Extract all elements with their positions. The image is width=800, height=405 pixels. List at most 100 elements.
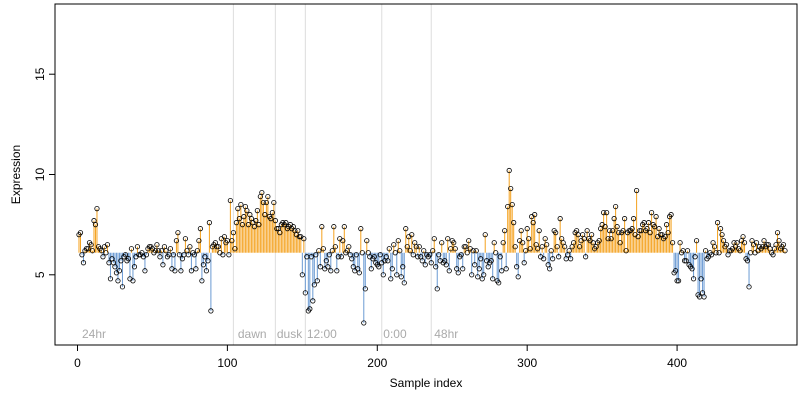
data-point [356, 270, 362, 276]
data-point [160, 262, 166, 268]
data-point [445, 236, 451, 242]
data-point [131, 264, 138, 270]
data-point [548, 248, 554, 254]
data-point [439, 240, 445, 246]
x-axis: 0 100 200 300 400 [74, 344, 687, 370]
data-point [380, 272, 386, 278]
data-point [530, 220, 536, 226]
data-point [607, 228, 613, 234]
data-point [608, 236, 614, 242]
data-point [188, 268, 195, 274]
data-point [711, 244, 718, 250]
data-point [481, 272, 487, 278]
data-point [262, 212, 268, 218]
data-point [634, 187, 640, 194]
data-point [761, 238, 767, 244]
data-point [118, 258, 124, 264]
data-point [410, 252, 416, 258]
data-point [200, 262, 206, 268]
data-point [329, 248, 335, 254]
data-point [277, 230, 283, 236]
data-point [692, 254, 698, 260]
data-point [245, 222, 251, 228]
data-point [554, 244, 560, 250]
data-point [662, 234, 668, 240]
data-point [698, 276, 704, 282]
data-point [395, 238, 401, 244]
data-point [434, 286, 440, 292]
y-tick-label: 15 [33, 67, 47, 81]
data-point [320, 246, 326, 252]
data-point [651, 224, 658, 230]
data-point [620, 228, 626, 234]
data-point [157, 254, 163, 260]
data-point [125, 256, 132, 262]
data-point [764, 242, 770, 248]
x-tick-label: 100 [217, 356, 237, 370]
data-point [622, 216, 628, 222]
data-point [511, 220, 517, 226]
data-point [415, 254, 421, 260]
data-point [571, 240, 577, 246]
data-point [427, 252, 433, 258]
data-point [644, 226, 650, 232]
data-point [452, 246, 458, 252]
data-point [268, 216, 274, 222]
data-point [112, 264, 118, 270]
annotation-label: 12:00 [307, 327, 337, 341]
data-point [508, 185, 514, 192]
data-point [88, 242, 94, 248]
data-point [311, 282, 317, 288]
data-point [202, 254, 208, 260]
data-point [419, 258, 425, 264]
data-point [602, 224, 608, 230]
data-point [648, 210, 655, 216]
data-point [404, 244, 410, 250]
data-point [734, 240, 740, 246]
data-point [780, 242, 787, 248]
data-point [220, 252, 226, 258]
data-point [310, 298, 316, 304]
data-point [263, 199, 269, 206]
annotation-label: dawn [238, 327, 267, 341]
data-point [668, 212, 674, 218]
data-point [708, 252, 715, 258]
data-point [614, 224, 620, 230]
data-point [514, 264, 520, 270]
data-point [388, 276, 394, 282]
annotation-label: 0:00 [383, 327, 407, 341]
data-point [656, 226, 662, 232]
data-point [473, 248, 479, 254]
annotation-label: 48hr [434, 327, 458, 341]
data-point [616, 230, 622, 236]
data-point [544, 242, 550, 248]
data-point [103, 250, 109, 256]
data-point [469, 272, 475, 278]
data-point [693, 238, 700, 244]
data-point [163, 248, 169, 254]
data-point [466, 238, 472, 244]
x-tick-label: 300 [517, 356, 537, 370]
data-point [170, 252, 177, 258]
data-point [493, 250, 499, 256]
data-point [428, 260, 434, 266]
data-point [274, 226, 280, 232]
data-point [677, 240, 683, 246]
data-point [364, 238, 370, 244]
data-point [782, 248, 788, 254]
data-point [152, 248, 159, 254]
data-point [85, 246, 91, 252]
data-point [205, 258, 211, 264]
data-point [647, 230, 653, 236]
data-point [199, 278, 205, 284]
data-point [326, 252, 332, 258]
data-point [675, 278, 682, 284]
data-point [389, 266, 395, 272]
data-point [172, 268, 178, 274]
data-point [635, 234, 641, 240]
data-point [520, 240, 526, 246]
data-point [346, 244, 352, 250]
data-point [316, 248, 322, 254]
data-point [464, 250, 470, 256]
